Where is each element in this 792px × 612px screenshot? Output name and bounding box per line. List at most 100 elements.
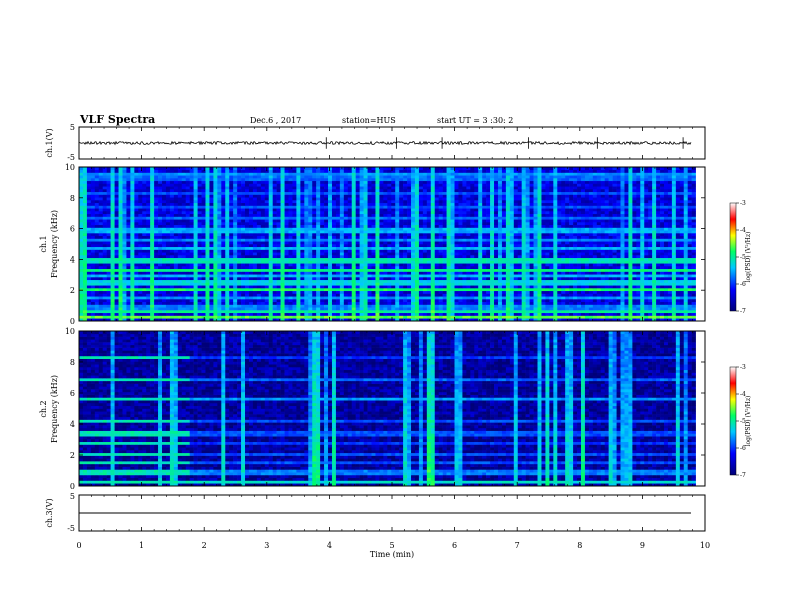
spectrogram-cell [612,235,617,239]
spectrogram-cell [177,293,183,297]
spectrogram-cell [612,285,617,289]
spectrogram-cell [308,235,313,239]
spectrogram-cell [150,315,155,319]
spectrogram-cell [308,271,313,275]
spectrogram-cell [268,290,273,294]
spectrogram-cell [679,315,685,319]
spectrogram-cell [241,266,246,270]
spectrogram-cell [521,271,526,275]
spectrogram-cell [588,301,594,305]
spectrogram-cell [624,299,629,303]
spectrogram-cell [624,310,629,314]
spectrogram-cell [521,282,526,286]
spectrogram-cell [438,318,443,322]
spectrogram-cell [324,252,329,256]
spectrogram-cell [351,257,356,261]
spectrogram-cell [671,266,677,270]
spectrogram-cell [106,255,111,259]
spectrogram-cell [114,274,119,278]
spectrogram-cell [474,255,479,259]
spectrogram-cell [675,246,681,250]
spectrogram-cell [549,301,554,305]
spectrogram-cell [304,233,309,237]
spectrogram-cell [138,288,143,292]
spectrogram-cell [620,296,625,300]
spectrogram-cell [521,312,526,316]
spectrogram-cell [596,266,602,270]
spectrogram-cell [308,244,313,248]
spectrogram-cell [656,263,661,267]
spectrogram-cell [367,241,372,245]
spectrogram-cell [173,244,179,248]
spectrogram-cell [691,260,696,264]
spectrogram-cell [94,307,100,311]
spectrogram-cell [90,310,96,314]
spectrogram-cell [656,255,661,259]
spectrogram-cell [177,279,183,283]
spectrogram-cell [371,277,376,281]
spectrogram-cell [501,238,507,242]
spectrogram-cell [221,301,226,305]
spectrogram-cell [592,299,598,303]
spectrogram-cell [213,301,218,305]
spectrogram-cell [288,252,293,256]
spectrogram-cell [557,241,562,245]
spectrogram-cell [648,238,653,242]
spectrogram-cell [90,299,96,303]
spectrogram-cell [450,271,455,275]
spectrogram-cell [422,288,428,292]
spectrogram-cell [573,233,578,237]
spectrogram-cell [399,277,404,281]
spectrogram-cell [545,290,550,294]
spectrogram-cell [414,268,420,272]
spectrogram-cell [82,288,88,292]
spectrogram-cell [150,268,155,272]
spectrogram-cell [221,282,226,286]
spectrogram-cell [569,257,574,261]
spectrogram-cell [339,244,345,248]
spectrogram-cell [189,304,194,308]
spectrogram-cell [355,299,360,303]
spectrogram-cell [343,249,349,253]
spectrogram-cell [130,252,135,256]
spectrogram-cell [359,260,364,264]
spectrogram-cell [146,288,151,292]
spectrogram-cell [106,235,111,239]
spectrogram-cell [557,315,562,319]
spectrogram-cell [474,233,479,237]
spectrogram-cell [126,299,131,303]
spectrogram-cell [316,233,321,237]
spectrogram-cell [636,260,641,264]
spectrogram-cell [233,268,238,272]
spectrogram-cell [252,285,258,289]
spectrogram-cell [422,260,428,264]
spectrogram-cell [474,235,479,239]
spectrogram-cell [387,301,392,305]
spectrogram-cell [331,255,337,259]
spectrogram-cell [411,296,416,300]
spectrogram-cell [450,288,455,292]
spectrogram-cell [122,282,127,286]
spectrogram-cell [466,307,471,311]
spectrogram-cell [541,233,546,237]
spectrogram-cell [592,310,598,314]
spectrogram-cell [620,255,625,259]
spectrogram-cell [379,312,384,316]
spectrogram-cell [648,288,653,292]
spectrogram-cell [312,235,317,239]
spectrogram-cell [154,241,159,245]
spectrogram-cell [426,318,432,322]
spectrogram-cell [656,249,661,253]
spectrogram-cell [331,288,337,292]
spectrogram-cell [644,268,649,272]
spectrogram-cell [217,246,222,250]
spectrogram-cell [142,285,147,289]
spectrogram-cell [248,246,254,250]
spectrogram-cell [442,255,447,259]
spectrogram-cell [494,246,499,250]
spectrogram-cell [494,244,499,248]
spectrogram-cell [478,233,483,237]
header-date: Dec.6 , 2017 [250,116,301,125]
spectrogram-cell [549,233,554,237]
spectrogram-cell [648,263,653,267]
